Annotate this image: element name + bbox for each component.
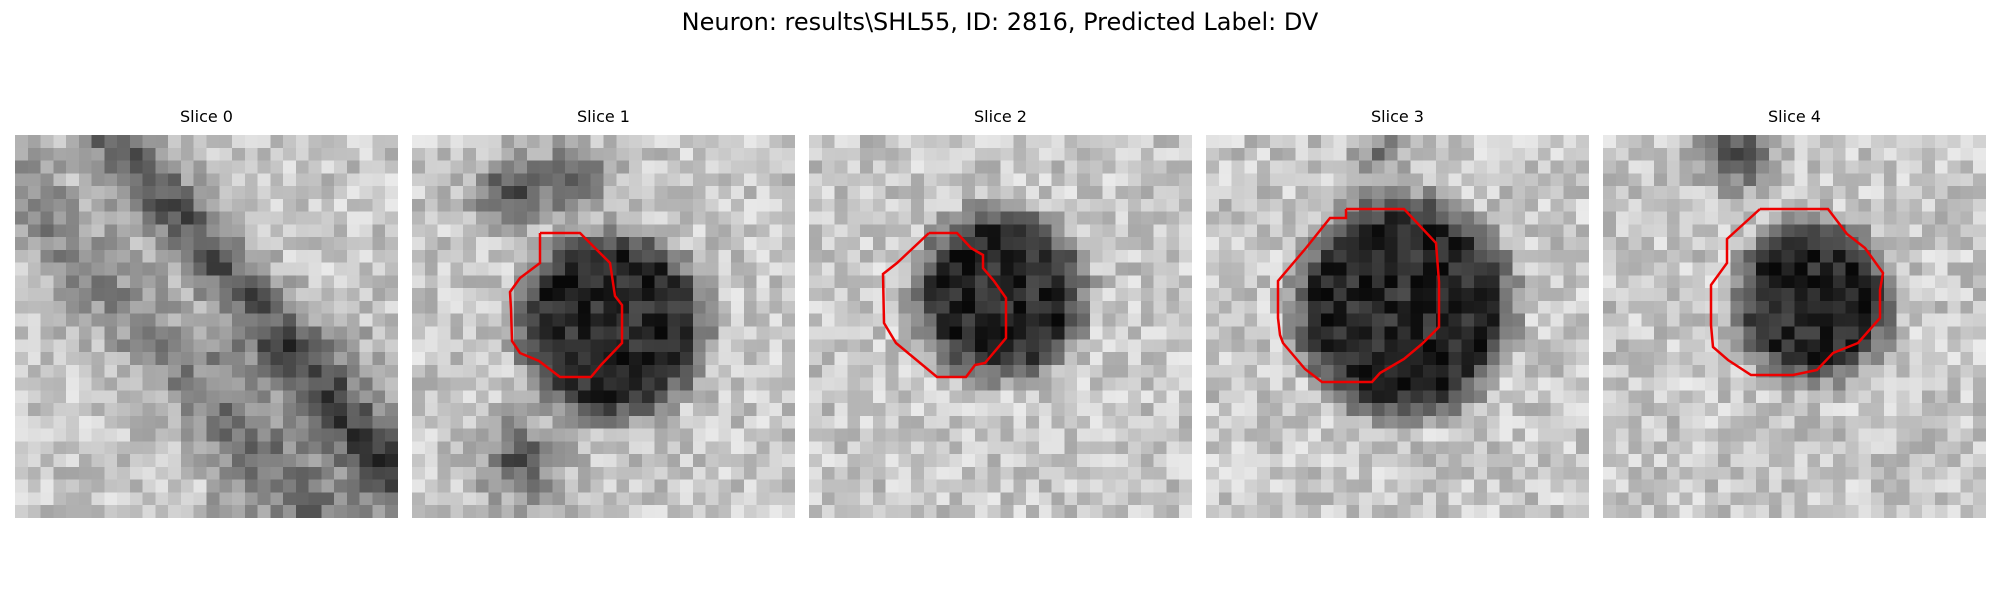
segmentation-contour (1709, 207, 1885, 377)
slice-image (809, 135, 1192, 518)
contour-line (1276, 207, 1441, 384)
contour-line (1709, 207, 1885, 377)
slice-title: Slice 4 (1768, 107, 1821, 126)
slice-title: Slice 2 (974, 107, 1027, 126)
slice-pixels (1206, 135, 1589, 518)
slice-pixels (1603, 135, 1986, 518)
segmentation-contour (1276, 207, 1441, 384)
slice-image (1206, 135, 1589, 518)
segmentation-contour (508, 231, 624, 379)
segmentation-contour (881, 231, 1008, 379)
slice-panel-3: Slice 3 (1206, 105, 1589, 518)
slice-image (412, 135, 795, 518)
slice-title: Slice 1 (577, 107, 630, 126)
slice-pixels (412, 135, 795, 518)
slice-panel-1: Slice 1 (412, 105, 795, 518)
contour-line (508, 231, 624, 379)
slice-pixels (15, 135, 398, 518)
slice-panel-4: Slice 4 (1603, 105, 1986, 518)
slice-title: Slice 0 (180, 107, 233, 126)
slice-panel-2: Slice 2 (809, 105, 1192, 518)
figure-title: Neuron: results\SHL55, ID: 2816, Predict… (681, 8, 1319, 36)
slice-image (1603, 135, 1986, 518)
slice-pixels (809, 135, 1192, 518)
slice-panel-0: Slice 0 (15, 105, 398, 518)
contour-line (881, 231, 1008, 379)
slice-image (15, 135, 398, 518)
slice-title: Slice 3 (1371, 107, 1424, 126)
